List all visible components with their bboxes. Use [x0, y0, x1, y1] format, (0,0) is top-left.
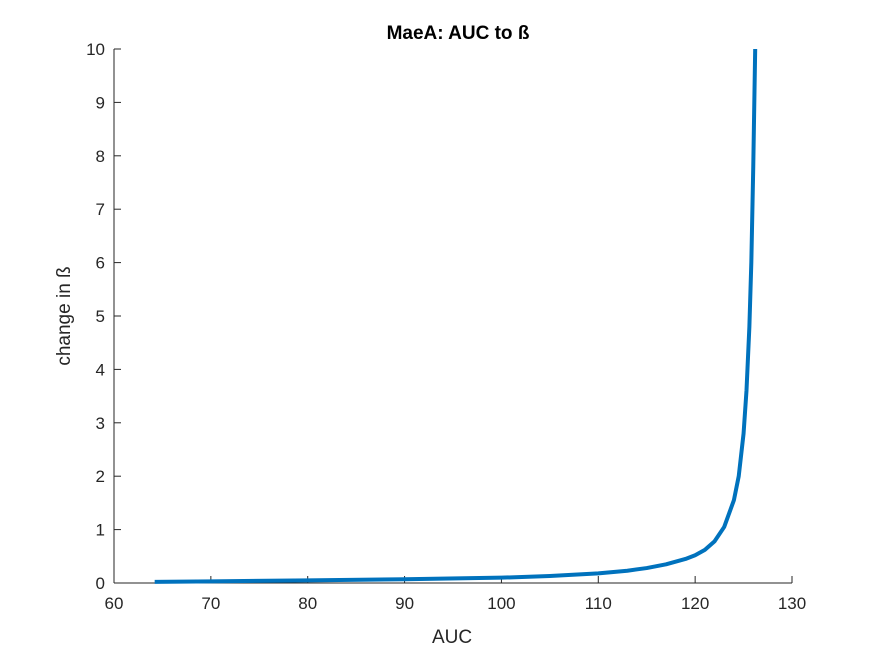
y-tick-label: 10	[86, 40, 105, 59]
x-tick-label: 70	[201, 594, 220, 613]
y-tick-label: 6	[96, 254, 105, 273]
plot-area: 60 70 80 90 100 110 120 130 0 1 2 3 4 5 6 7 8 9 10	[86, 40, 806, 613]
chart-title: MaeA: AUC to ß	[387, 23, 530, 44]
y-tick-label: 4	[96, 360, 105, 379]
x-tick-label: 100	[487, 594, 515, 613]
x-axis-label: AUC	[432, 627, 472, 648]
x-tick-label: 120	[681, 594, 709, 613]
y-tick-label: 2	[96, 467, 105, 486]
y-axis-label: change in ß	[54, 266, 75, 365]
y-tick-label: 0	[96, 574, 105, 593]
y-tick-label: 3	[96, 414, 105, 433]
y-tick-label: 1	[96, 521, 105, 540]
x-tick-label: 60	[105, 594, 124, 613]
x-tick-label: 90	[395, 594, 414, 613]
y-tick-label: 8	[96, 147, 105, 166]
x-tick-label: 110	[585, 594, 612, 613]
y-tick-label: 5	[96, 307, 105, 326]
x-tick-label: 80	[298, 594, 317, 613]
y-tick-label: 9	[96, 93, 105, 112]
x-tick-label: 130	[778, 594, 806, 613]
y-tick-label: 7	[96, 200, 105, 219]
series-line	[154, 48, 758, 584]
